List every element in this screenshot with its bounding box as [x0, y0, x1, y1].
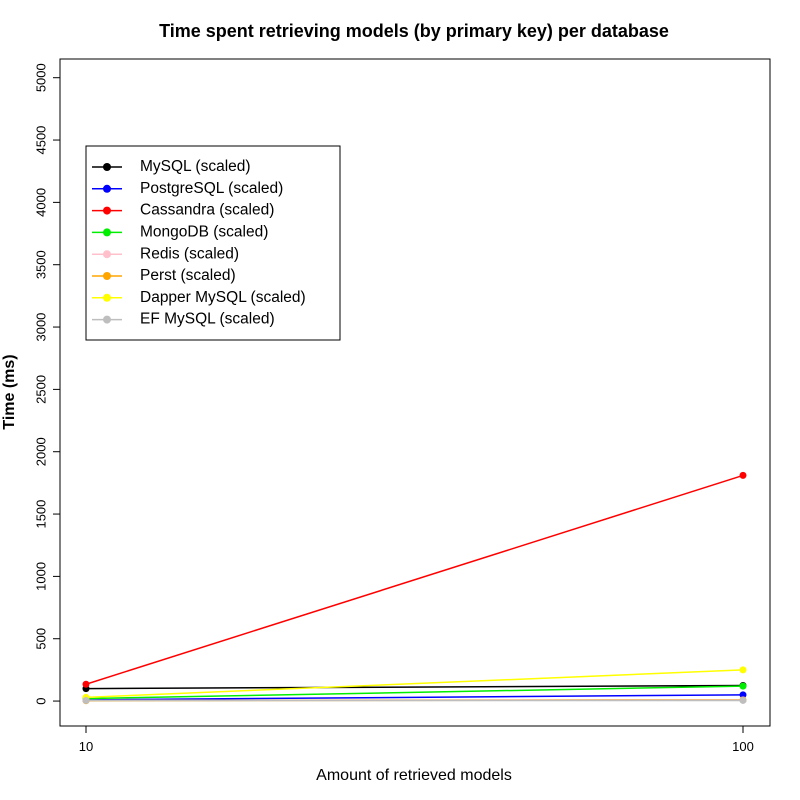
data-point [82, 696, 90, 704]
legend-swatch-point [103, 184, 111, 193]
x-axis: 10 100 [79, 725, 754, 754]
y-tick-label: 4000 [33, 188, 48, 217]
legend-entry: Redis (scaled) [140, 245, 239, 262]
legend-swatch-point [103, 272, 111, 280]
series-line [85, 474, 744, 685]
y-tick-label: 500 [33, 628, 48, 650]
y-tick-label: 0 [33, 697, 48, 704]
y-axis-label: Time (ms) [1, 354, 18, 429]
y-tick-label: 1500 [33, 500, 48, 529]
series-line [85, 669, 744, 699]
series-line [85, 684, 744, 690]
legend-swatch-point [103, 163, 111, 171]
legend-swatch-point [103, 228, 111, 237]
y-tick-label: 1000 [33, 562, 48, 591]
legend-entry: EF MySQL (scaled) [140, 311, 275, 328]
y-tick-label: 5000 [33, 63, 48, 92]
legend-swatch-point [103, 315, 111, 324]
legend-swatch-point [103, 293, 111, 302]
x-tick-label: 10 [79, 739, 93, 754]
data-point [739, 471, 747, 479]
data-point [739, 691, 747, 699]
legend-swatch-point [103, 206, 111, 215]
legend-box [85, 145, 341, 341]
y-tick-label: 3000 [33, 313, 48, 342]
chart-title: Time spent retrieving models (by primary… [159, 21, 669, 41]
legend-entry: MySQL (scaled) [140, 158, 251, 175]
legend: MySQL (scaled) PostgreSQL (scaled) Cassand… [85, 145, 341, 341]
series-line [85, 694, 744, 701]
legend-entry: MongoDB (scaled) [140, 223, 268, 240]
legend-entry: Cassandra (scaled) [140, 202, 274, 219]
legend-entry: Dapper MySQL (scaled) [140, 289, 306, 306]
x-tick-label: 100 [732, 739, 754, 754]
data-point [739, 682, 747, 690]
legend-entry: Perst (scaled) [140, 267, 236, 284]
series-line [85, 685, 744, 700]
y-tick-label: 2000 [33, 437, 48, 466]
y-tick-label: 4500 [33, 126, 48, 155]
series-layer [82, 471, 747, 705]
data-point [739, 666, 747, 674]
data-point [82, 680, 90, 688]
data-point [739, 696, 747, 704]
legend-swatch-point [103, 250, 111, 259]
y-tick-label: 2500 [33, 375, 48, 404]
legend-entry: PostgreSQL (scaled) [140, 180, 283, 197]
y-tick-label: 3500 [33, 250, 48, 279]
x-axis-label: Amount of retrieved models [316, 767, 512, 784]
y-axis: 0 500 1000 1500 2000 2500 3000 3500 4000 4500 5000 [33, 63, 61, 705]
